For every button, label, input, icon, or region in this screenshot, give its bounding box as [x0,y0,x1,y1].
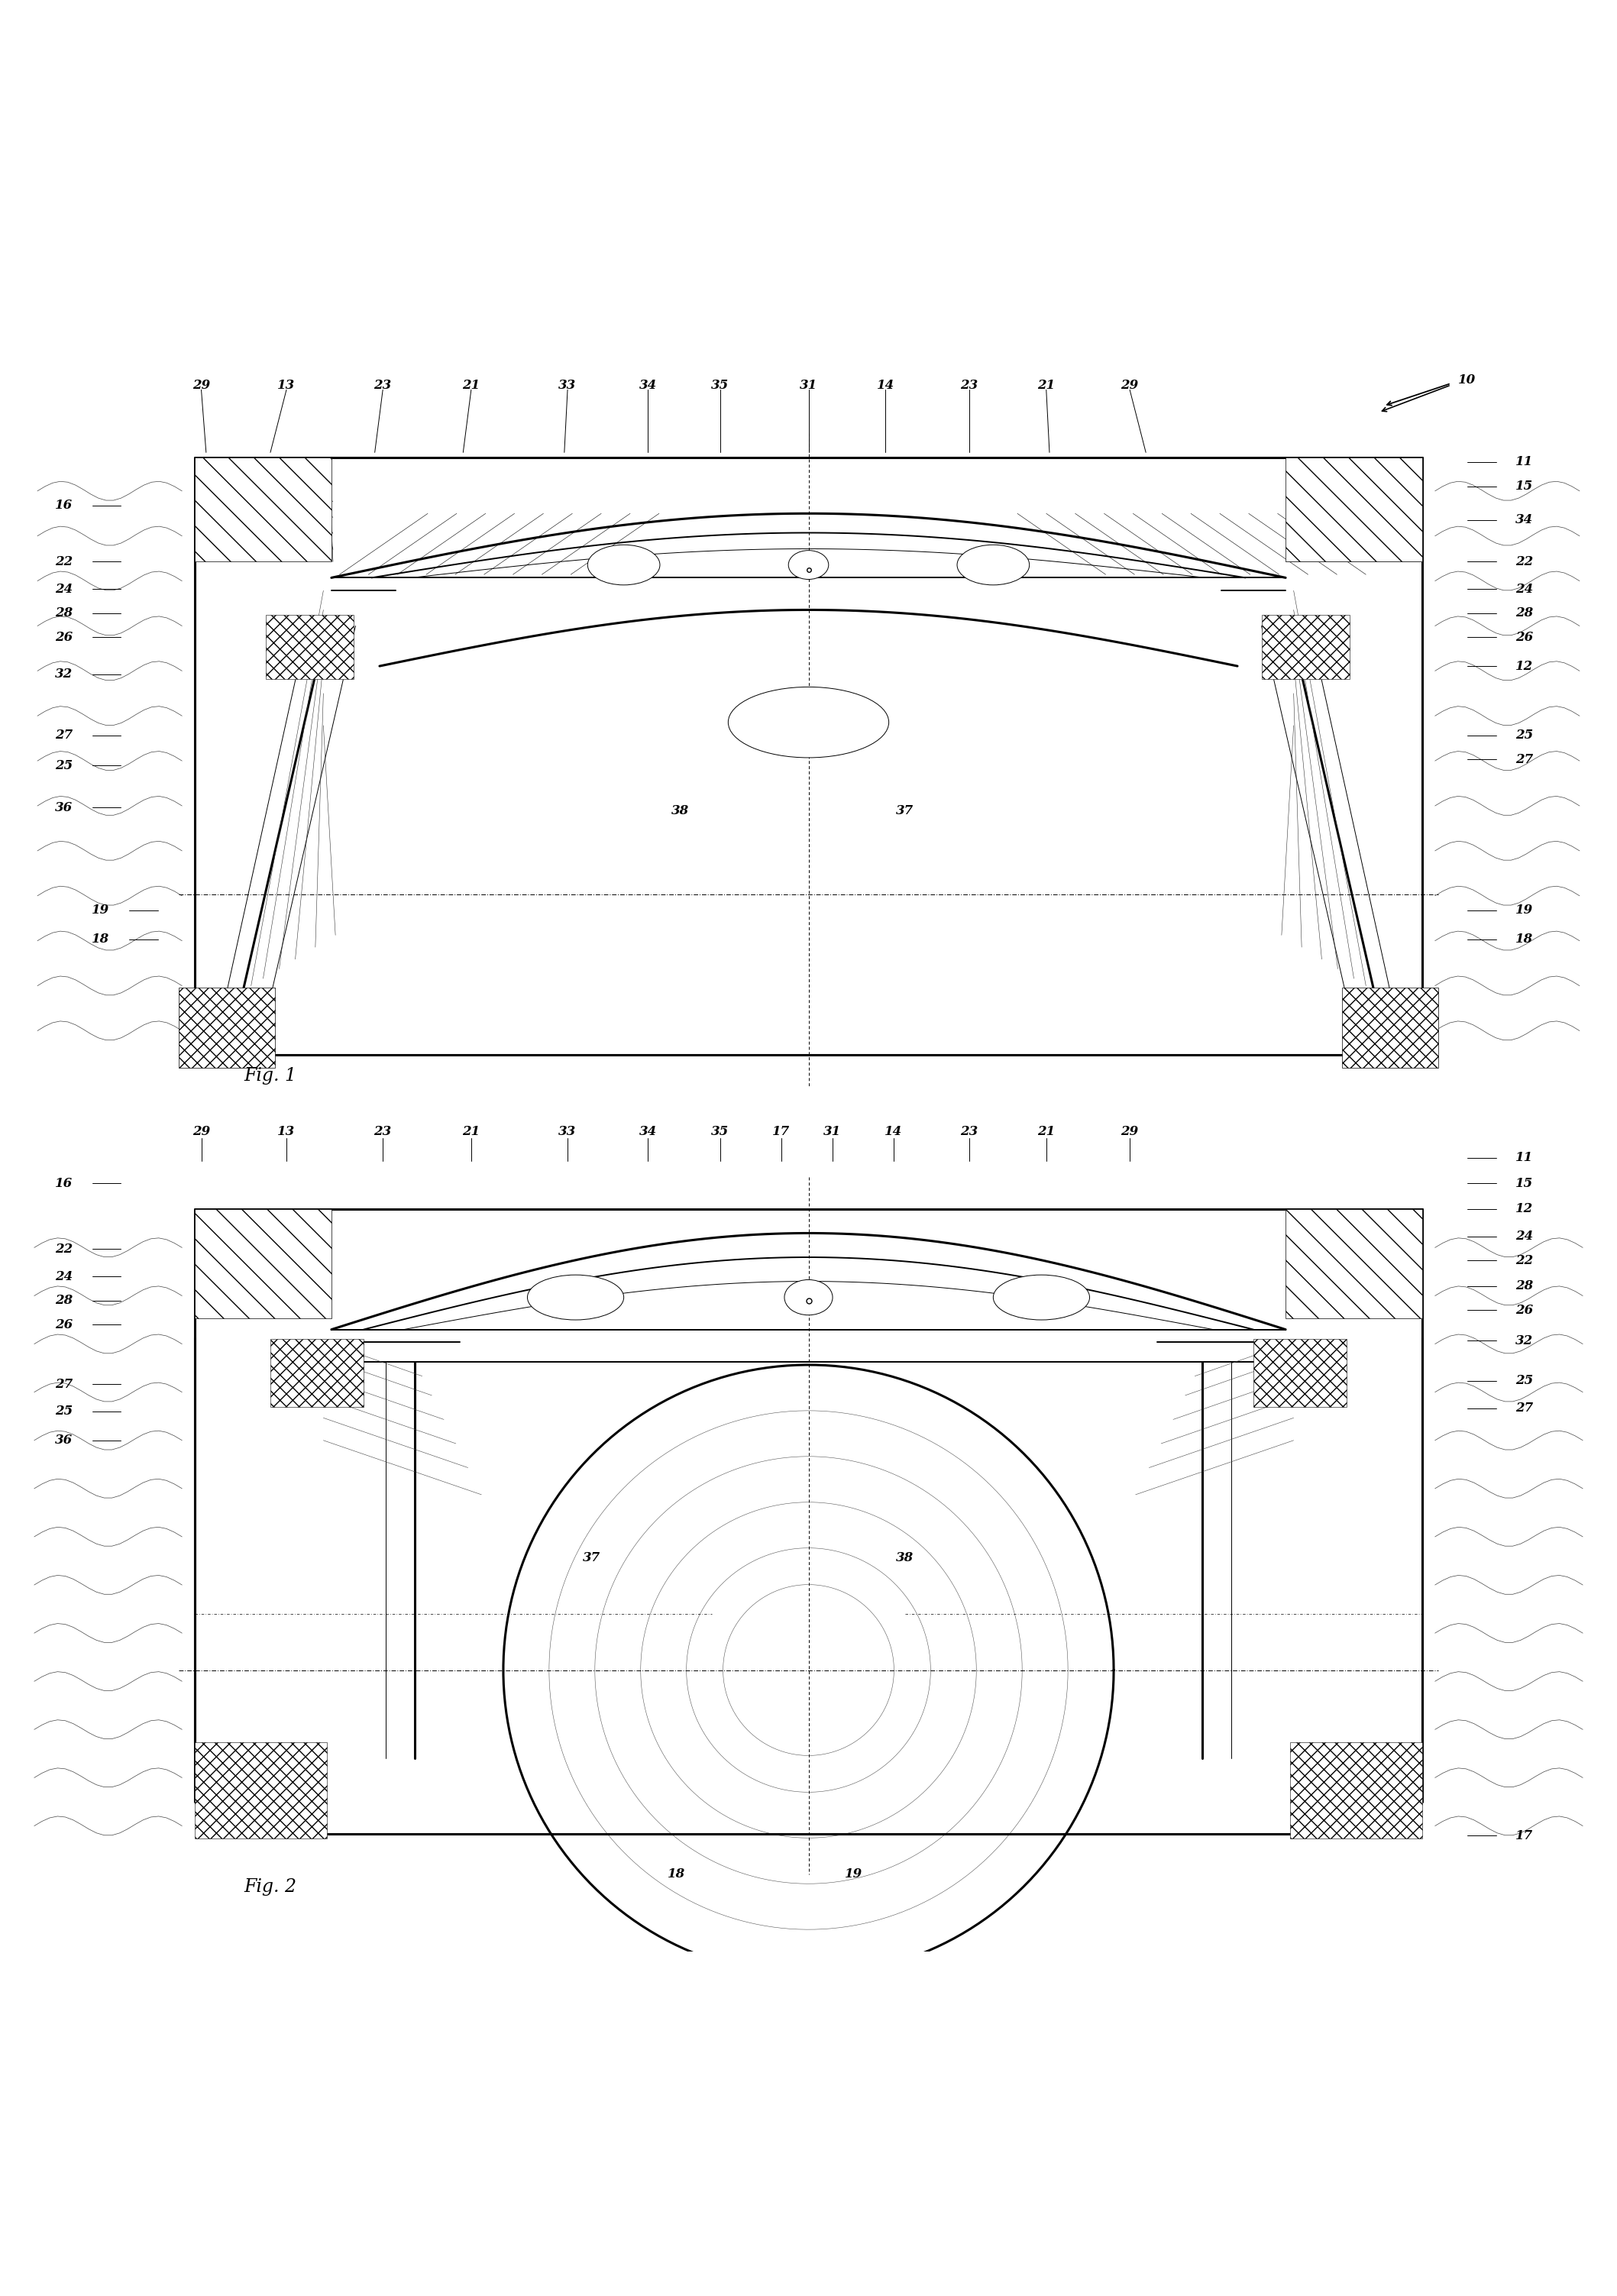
Text: 29: 29 [1121,1125,1138,1139]
Text: 10: 10 [1459,374,1476,386]
Text: Fig. 1: Fig. 1 [244,1068,296,1084]
Bar [179,987,275,1068]
Ellipse shape [587,544,660,585]
Text: 34: 34 [1515,514,1533,526]
Text: 32: 32 [1515,1334,1533,1348]
Text: 25: 25 [55,1405,73,1419]
Text: 28: 28 [1515,606,1533,620]
Text: 17: 17 [1515,1830,1533,1841]
Text: 28: 28 [1515,1279,1533,1293]
Text: 26: 26 [1515,1304,1533,1316]
Text: 25: 25 [55,760,73,771]
Text: 26: 26 [1515,631,1533,643]
Text: 11: 11 [1515,1150,1533,1164]
Bar [1342,987,1438,1068]
Text: 23: 23 [960,379,978,390]
Bar [265,615,354,680]
Text: 19: 19 [92,905,110,916]
Text: 24: 24 [1515,1231,1533,1242]
Text: 26: 26 [55,631,73,643]
Text: 33: 33 [558,379,576,390]
Text: 18: 18 [1515,932,1533,946]
Text: 23: 23 [960,1125,978,1139]
Text: 25: 25 [1515,1375,1533,1387]
Text: 29: 29 [192,379,210,390]
Text: 27: 27 [1515,1403,1533,1414]
Text: 17: 17 [773,1125,791,1139]
Ellipse shape [957,544,1030,585]
Text: 23: 23 [374,1125,391,1139]
Text: 36: 36 [55,801,73,815]
Bar [270,1339,364,1407]
Text: 15: 15 [1515,480,1533,494]
Text: 31: 31 [800,379,817,390]
Ellipse shape [993,1274,1090,1320]
Text: 14: 14 [876,379,894,390]
Text: 18: 18 [92,932,110,946]
Text: 21: 21 [1038,379,1056,390]
Text: 21: 21 [462,379,480,390]
Text: 37: 37 [896,804,914,817]
Text: 25: 25 [1515,728,1533,742]
Text: 27: 27 [55,728,73,742]
Text: 24: 24 [55,583,73,595]
Text: 38: 38 [896,1552,914,1564]
Text: 29: 29 [1121,379,1138,390]
Text: 12: 12 [1515,659,1533,673]
Ellipse shape [527,1274,624,1320]
Text: 24: 24 [55,1270,73,1283]
Text: 22: 22 [55,1242,73,1256]
Text: 31: 31 [823,1125,841,1139]
Ellipse shape [789,551,828,579]
Text: 16: 16 [55,1178,73,1189]
Text: 28: 28 [55,1295,73,1306]
Text: 18: 18 [668,1867,686,1880]
Text: 29: 29 [192,1125,210,1139]
Text: 22: 22 [1515,1254,1533,1267]
Text: 22: 22 [55,556,73,567]
Text: 28: 28 [55,606,73,620]
Bar [1286,457,1421,563]
Text: 35: 35 [711,1125,729,1139]
Text: 32: 32 [55,668,73,680]
Text: 19: 19 [1515,905,1533,916]
Bar [196,1743,327,1839]
Text: Fig. 2: Fig. 2 [244,1878,296,1896]
Text: 37: 37 [582,1552,600,1564]
Text: 19: 19 [844,1867,862,1880]
Text: 23: 23 [374,379,391,390]
Text: 21: 21 [462,1125,480,1139]
Text: 13: 13 [278,1125,296,1139]
Text: 14: 14 [884,1125,902,1139]
Bar [1253,1339,1347,1407]
Text: 12: 12 [1515,1203,1533,1215]
Text: 11: 11 [1515,455,1533,468]
Bar [1261,615,1350,680]
Bar [1290,1743,1421,1839]
Text: 26: 26 [55,1318,73,1332]
Ellipse shape [728,687,889,758]
Text: 22: 22 [1515,556,1533,567]
Ellipse shape [784,1279,833,1316]
Text: 24: 24 [1515,583,1533,595]
Text: 15: 15 [1515,1178,1533,1189]
Text: 34: 34 [639,1125,657,1139]
Bar [196,1210,331,1318]
Text: 21: 21 [1038,1125,1056,1139]
Text: 38: 38 [671,804,689,817]
Text: 34: 34 [639,379,657,390]
Text: 27: 27 [55,1378,73,1391]
Bar [196,457,331,563]
Bar [1286,1210,1421,1318]
Text: 35: 35 [711,379,729,390]
Text: 36: 36 [55,1435,73,1446]
Text: 16: 16 [55,498,73,512]
Text: 33: 33 [558,1125,576,1139]
Text: 13: 13 [278,379,296,390]
Text: 27: 27 [1515,753,1533,767]
